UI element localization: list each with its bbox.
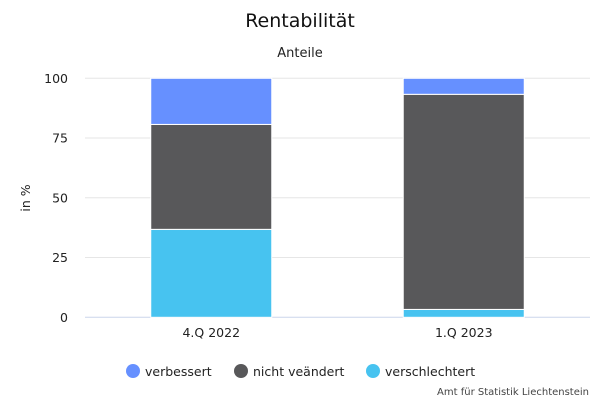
chart-title: Rentabilität [245, 10, 355, 32]
legend-marker [234, 364, 248, 378]
legend-label: nicht veändert [253, 364, 344, 379]
x-tick-label: 4.Q 2022 [182, 325, 240, 340]
credits: Amt für Statistik Liechtenstein [437, 387, 589, 398]
x-tick-label: 1.Q 2023 [435, 325, 493, 340]
legend-label: verschlechtert [385, 364, 475, 379]
legend-item[interactable]: verschlechtert [366, 364, 475, 379]
bar-segment[interactable] [402, 77, 525, 95]
bar-segment[interactable] [150, 77, 273, 125]
y-axis-label: in % [18, 184, 33, 211]
y-tick-label: 0 [60, 310, 68, 325]
y-tick-label: 50 [52, 190, 68, 205]
y-tick-label: 25 [52, 250, 68, 265]
chart-subtitle: Anteile [277, 46, 322, 61]
legend-item[interactable]: verbessert [126, 364, 212, 379]
bar-segment[interactable] [150, 123, 273, 230]
y-tick-label: 75 [52, 131, 68, 146]
y-tick-label: 100 [44, 71, 68, 86]
bar-segment[interactable] [150, 228, 273, 318]
bar-segment[interactable] [402, 93, 525, 310]
bar-segment[interactable] [402, 308, 525, 318]
legend-marker [366, 364, 380, 378]
legend-marker [126, 364, 140, 378]
legend-label: verbessert [145, 364, 212, 379]
legend-item[interactable]: nicht veändert [234, 364, 344, 379]
